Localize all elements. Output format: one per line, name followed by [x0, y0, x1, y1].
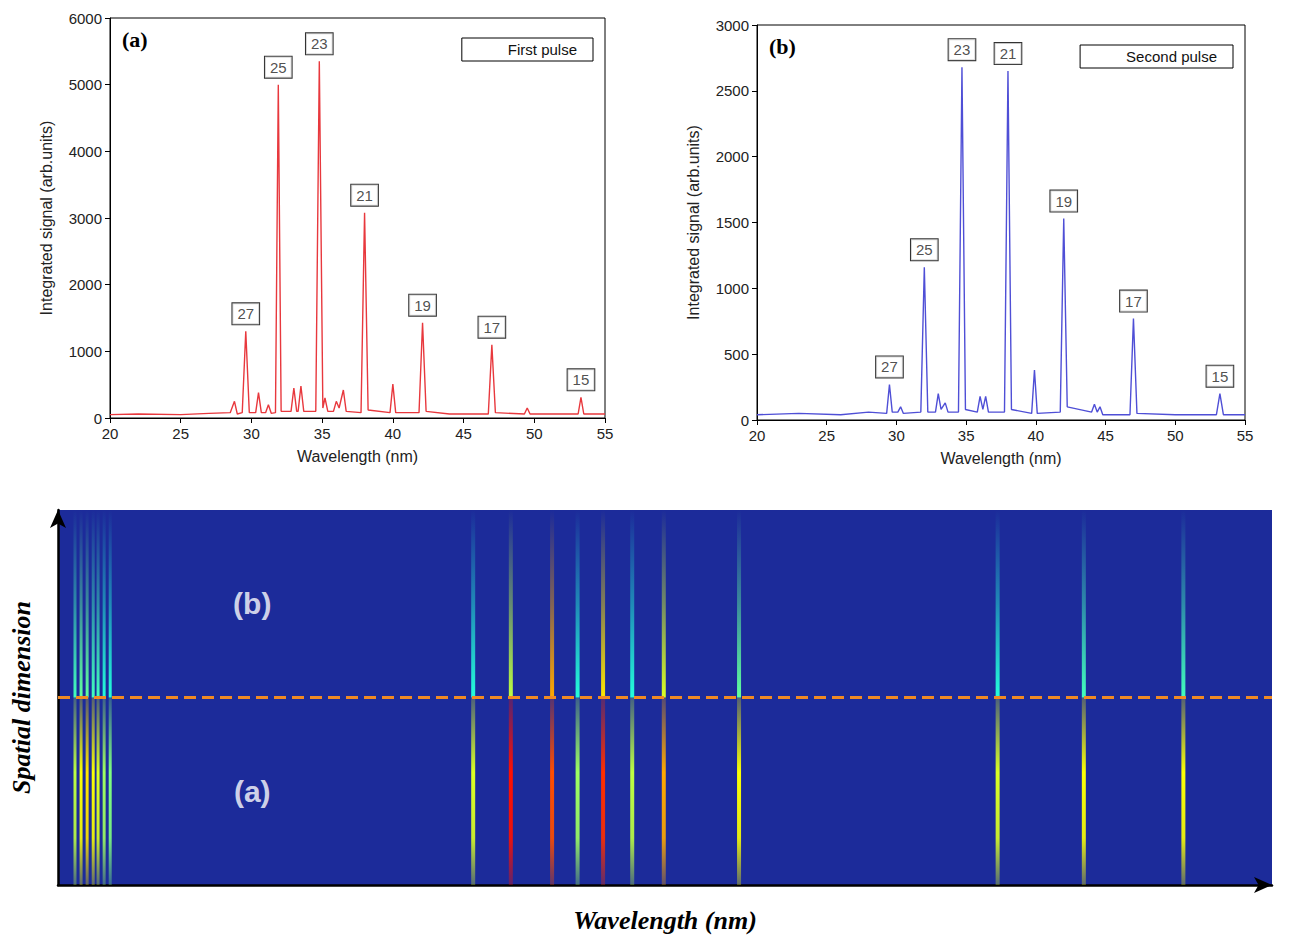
svg-text:1500: 1500 [716, 214, 749, 231]
svg-text:19: 19 [414, 297, 431, 314]
svg-text:15: 15 [573, 371, 590, 388]
svg-text:2500: 2500 [716, 82, 749, 99]
svg-text:500: 500 [724, 346, 749, 363]
svg-text:25: 25 [916, 241, 933, 258]
svg-text:20: 20 [102, 425, 119, 442]
svg-text:19: 19 [1055, 193, 1072, 210]
svg-text:17: 17 [1125, 293, 1142, 310]
svg-text:(a): (a) [234, 775, 271, 808]
svg-text:(b): (b) [233, 587, 271, 620]
svg-text:35: 35 [958, 427, 975, 444]
svg-text:17: 17 [484, 319, 501, 336]
svg-text:50: 50 [526, 425, 543, 442]
svg-text:4000: 4000 [69, 143, 102, 160]
svg-text:5000: 5000 [69, 76, 102, 93]
svg-text:0: 0 [741, 412, 749, 429]
svg-text:3000: 3000 [69, 210, 102, 227]
svg-text:40: 40 [385, 425, 402, 442]
svg-text:35: 35 [314, 425, 331, 442]
svg-text:20: 20 [749, 427, 766, 444]
svg-text:First pulse: First pulse [508, 41, 577, 58]
svg-text:2000: 2000 [716, 148, 749, 165]
svg-text:25: 25 [818, 427, 835, 444]
svg-text:25: 25 [172, 425, 189, 442]
svg-text:27: 27 [881, 358, 898, 375]
svg-text:45: 45 [1097, 427, 1114, 444]
svg-text:(b): (b) [769, 34, 796, 59]
svg-text:Second pulse: Second pulse [1126, 48, 1217, 65]
svg-text:1000: 1000 [716, 280, 749, 297]
svg-text:45: 45 [455, 425, 472, 442]
svg-text:Wavelength (nm): Wavelength (nm) [573, 906, 757, 935]
svg-text:Spatial dimension: Spatial dimension [7, 601, 36, 794]
svg-text:(a): (a) [122, 27, 148, 52]
svg-text:21: 21 [1000, 45, 1017, 62]
svg-text:6000: 6000 [69, 10, 102, 27]
svg-text:2000: 2000 [69, 276, 102, 293]
svg-text:50: 50 [1167, 427, 1184, 444]
svg-text:27: 27 [237, 305, 254, 322]
svg-text:Wavelength (nm): Wavelength (nm) [297, 448, 418, 465]
svg-text:3000: 3000 [716, 17, 749, 34]
svg-text:21: 21 [356, 187, 373, 204]
svg-text:40: 40 [1028, 427, 1045, 444]
svg-text:15: 15 [1212, 368, 1229, 385]
svg-text:23: 23 [311, 35, 328, 52]
svg-text:Wavelength (nm): Wavelength (nm) [940, 450, 1061, 467]
svg-text:1000: 1000 [69, 343, 102, 360]
svg-text:23: 23 [954, 41, 971, 58]
svg-text:30: 30 [888, 427, 905, 444]
svg-text:55: 55 [597, 425, 614, 442]
svg-text:Integrated signal (arb.units): Integrated signal (arb.units) [685, 125, 702, 320]
svg-text:30: 30 [243, 425, 260, 442]
svg-text:Integrated signal (arb.units): Integrated signal (arb.units) [38, 121, 55, 316]
svg-text:55: 55 [1237, 427, 1254, 444]
svg-text:25: 25 [270, 59, 287, 76]
svg-text:0: 0 [94, 410, 102, 427]
